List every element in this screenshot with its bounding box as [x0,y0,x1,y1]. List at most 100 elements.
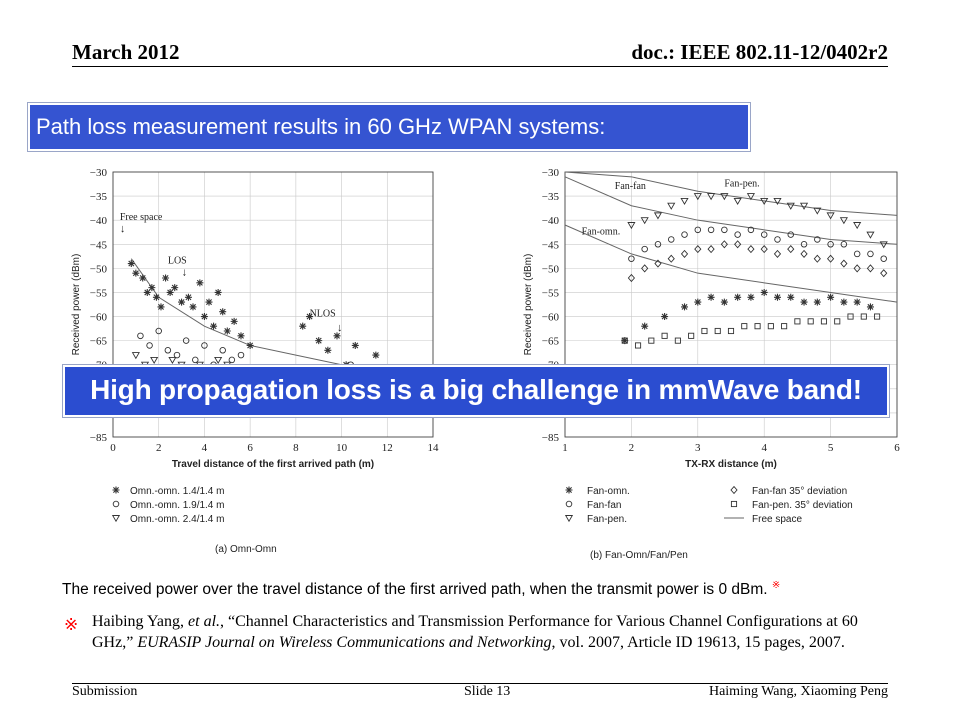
ref-etal: et al. [188,613,221,630]
legend-label: Fan-pen. 35° deviation [752,500,853,511]
data-point [813,298,821,306]
data-point [148,284,156,292]
footer-submission: Submission [72,684,138,699]
series-asterisk [621,288,874,345]
data-point [131,352,140,360]
legend-marker [111,515,121,523]
data-point [707,245,715,254]
data-point [132,269,140,277]
data-point [847,313,854,320]
data-point [681,303,689,311]
data-point [866,303,874,311]
legend-symbol-diamond [730,485,738,495]
data-point [853,250,861,258]
curve-free-space [564,224,898,303]
data-point [839,217,848,225]
callout-banner: High propagation loss is a big challenge… [65,367,887,415]
data-point [155,327,162,335]
y-tick-label: −85 [542,432,560,444]
data-point [773,293,781,301]
data-point [820,318,828,325]
ref-authors: Haibing Yang, [92,613,189,630]
y-tick-label: −40 [90,215,108,227]
data-point [874,313,881,320]
data-point [146,342,153,349]
plot-frame [564,171,898,438]
data-point [799,202,809,210]
data-point [223,361,232,369]
legend-marker [112,500,120,508]
y-tick-label: −60 [90,312,108,324]
data-point [654,241,662,248]
data-point [774,236,781,243]
data-point [840,259,848,268]
data-point [210,322,218,330]
data-point [661,332,668,339]
annotation-fan-pen: Fan-pen. [724,178,759,189]
caption-text: The received power over the travel dista… [62,581,768,599]
data-point [157,303,165,311]
data-point [853,222,862,230]
series-asterisk [127,260,380,378]
y-tick-label: −40 [542,215,560,227]
reference-text: Haibing Yang, et al., “Channel Character… [92,612,892,653]
data-point [834,318,841,325]
data-point [214,356,223,365]
annotation-fan-fan: Fan-fan [615,181,646,192]
y-tick-label: −35 [542,191,560,203]
data-point [192,356,199,364]
data-point [787,245,795,254]
curve-fan-pen- [564,171,898,216]
data-point [140,361,150,369]
data-point [315,337,323,345]
data-point [800,298,808,306]
data-point [814,236,821,243]
header-doc-id: doc.: IEEE 802.11-12/0402r2 [631,40,888,64]
data-point [773,197,782,206]
series-diamond [627,240,888,283]
curve-fan-fan [564,176,898,245]
data-point [754,323,761,330]
data-point [621,337,629,345]
data-point [143,288,151,296]
data-point [680,249,689,258]
x-tick-label: 2 [629,442,635,454]
legend-label: Omn.-omn. 2.4/1.4 m [130,514,224,525]
y-axis-label: Received power (dBm) [523,254,534,356]
x-axis-label: TX-RX distance (m) [685,459,777,470]
data-point [781,323,788,330]
data-point [827,241,834,248]
annotation-arrow: ↓ [182,267,188,279]
figure-caption: The received power over the travel dista… [62,580,780,599]
data-point [826,254,835,263]
data-point [747,293,755,301]
data-point [701,327,708,335]
x-tick-label: 14 [428,442,440,454]
data-point [214,288,222,296]
data-point [641,245,648,253]
data-point [628,255,635,262]
data-point [760,245,768,254]
legend-marker [565,486,573,494]
annotation-fan-omn: Fan-omn. [582,227,621,238]
data-point [621,337,628,344]
data-point [760,197,769,206]
data-point [139,274,147,282]
data-point [693,193,702,201]
data-point [237,351,245,359]
legend-label: Omn.-omn. 1.4/1.4 m [130,486,224,497]
data-point [727,327,735,335]
data-point [173,351,181,359]
data-point [195,361,204,369]
data-point [627,273,636,283]
data-point [794,318,801,325]
y-tick-label: −60 [542,312,560,324]
data-point [219,308,227,316]
data-point [667,254,675,263]
data-point [200,313,208,321]
data-point [205,298,213,306]
x-tick-label: 1 [562,442,568,454]
data-point [648,337,655,344]
data-point [324,346,332,354]
x-tick-label: 4 [761,442,767,454]
